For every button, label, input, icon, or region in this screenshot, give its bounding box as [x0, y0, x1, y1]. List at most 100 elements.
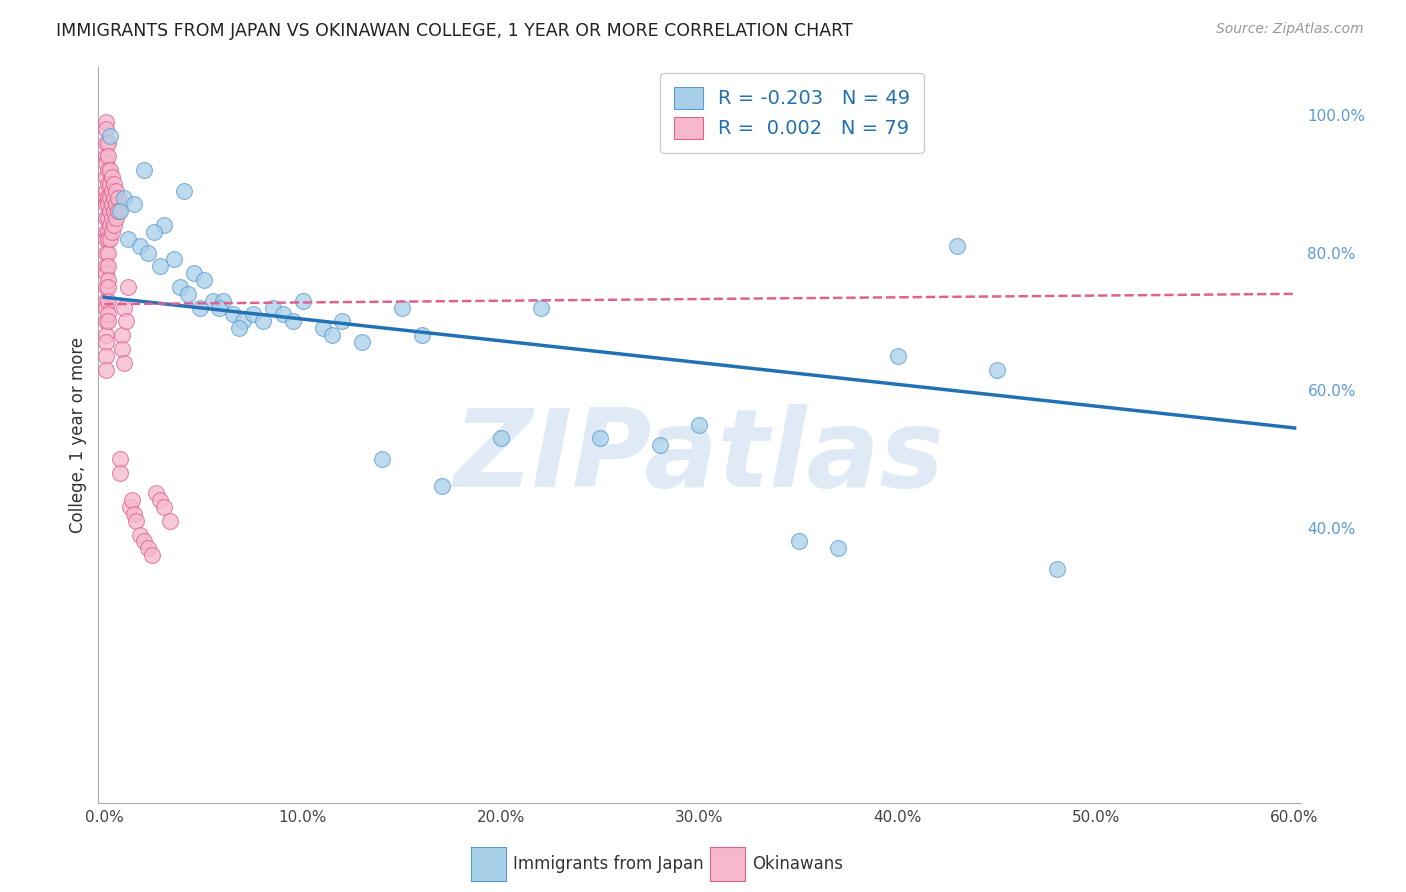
Point — [101, 169, 124, 184]
Point — [291, 293, 314, 308]
Point — [96, 314, 118, 328]
Point — [589, 431, 612, 445]
Point — [115, 314, 138, 328]
Point — [122, 507, 145, 521]
Point — [110, 451, 132, 466]
Point — [430, 479, 453, 493]
Text: Immigrants from Japan: Immigrants from Japan — [513, 855, 704, 873]
Point — [946, 238, 969, 252]
Point — [111, 328, 134, 343]
Point — [110, 466, 132, 480]
Point — [97, 314, 120, 328]
Point — [103, 218, 125, 232]
Point — [1045, 562, 1067, 576]
Point — [96, 136, 118, 150]
Point — [97, 190, 120, 204]
Point — [352, 334, 374, 349]
Point — [332, 314, 354, 328]
Point — [97, 260, 120, 274]
Point — [96, 211, 118, 226]
Point — [96, 115, 118, 129]
Point — [121, 493, 143, 508]
Point — [149, 260, 172, 274]
Point — [648, 438, 671, 452]
Point — [98, 128, 121, 143]
Point — [232, 314, 254, 328]
Text: Okinawans: Okinawans — [752, 855, 844, 873]
Point — [125, 514, 148, 528]
Point — [212, 293, 235, 308]
Point — [98, 163, 121, 178]
Text: IMMIGRANTS FROM JAPAN VS OKINAWAN COLLEGE, 1 YEAR OR MORE CORRELATION CHART: IMMIGRANTS FROM JAPAN VS OKINAWAN COLLEG… — [56, 22, 853, 40]
Point — [153, 500, 176, 514]
Point — [96, 232, 118, 246]
Point — [97, 273, 120, 287]
Point — [96, 121, 118, 136]
Point — [103, 177, 125, 191]
Point — [96, 260, 118, 274]
Point — [117, 232, 139, 246]
Point — [112, 190, 135, 204]
Point — [97, 308, 120, 322]
Point — [787, 534, 810, 549]
Y-axis label: College, 1 year or more: College, 1 year or more — [69, 337, 87, 533]
Point — [132, 163, 155, 178]
Point — [96, 184, 118, 198]
Point — [827, 541, 849, 556]
Point — [98, 204, 121, 219]
Point — [176, 286, 198, 301]
Point — [132, 534, 155, 549]
Point — [145, 486, 167, 500]
Point — [97, 177, 120, 191]
Point — [97, 163, 120, 178]
Point — [193, 273, 215, 287]
Point — [101, 225, 124, 239]
Point — [242, 308, 264, 322]
Point — [96, 225, 118, 239]
Point — [120, 500, 142, 514]
Point — [262, 301, 284, 315]
Point — [96, 266, 118, 280]
Point — [97, 211, 120, 226]
Point — [101, 197, 124, 211]
Point — [228, 321, 250, 335]
Point — [141, 548, 163, 562]
Point — [252, 314, 274, 328]
Point — [112, 356, 135, 370]
Point — [96, 245, 118, 260]
Point — [98, 218, 121, 232]
Point — [149, 493, 172, 508]
Point — [107, 190, 129, 204]
Point — [96, 190, 118, 204]
Point — [411, 328, 433, 343]
Point — [222, 308, 245, 322]
Point — [103, 190, 125, 204]
Point — [112, 301, 135, 315]
Point — [96, 349, 118, 363]
Point — [105, 184, 128, 198]
Point — [107, 204, 129, 219]
Point — [111, 342, 134, 356]
Point — [97, 225, 120, 239]
Point — [183, 266, 205, 280]
Point — [173, 184, 195, 198]
Point — [97, 197, 120, 211]
Point — [188, 301, 211, 315]
Point — [105, 197, 128, 211]
Point — [321, 328, 343, 343]
Point — [96, 169, 118, 184]
Point — [202, 293, 225, 308]
Point — [96, 334, 118, 349]
Point — [159, 514, 181, 528]
Point — [98, 177, 121, 191]
Point — [97, 136, 120, 150]
Point — [101, 184, 124, 198]
Point — [97, 232, 120, 246]
Point — [103, 204, 125, 219]
Point — [97, 245, 120, 260]
Point — [96, 280, 118, 294]
Point — [986, 362, 1008, 376]
Point — [136, 245, 159, 260]
Point — [136, 541, 159, 556]
Point — [887, 349, 910, 363]
